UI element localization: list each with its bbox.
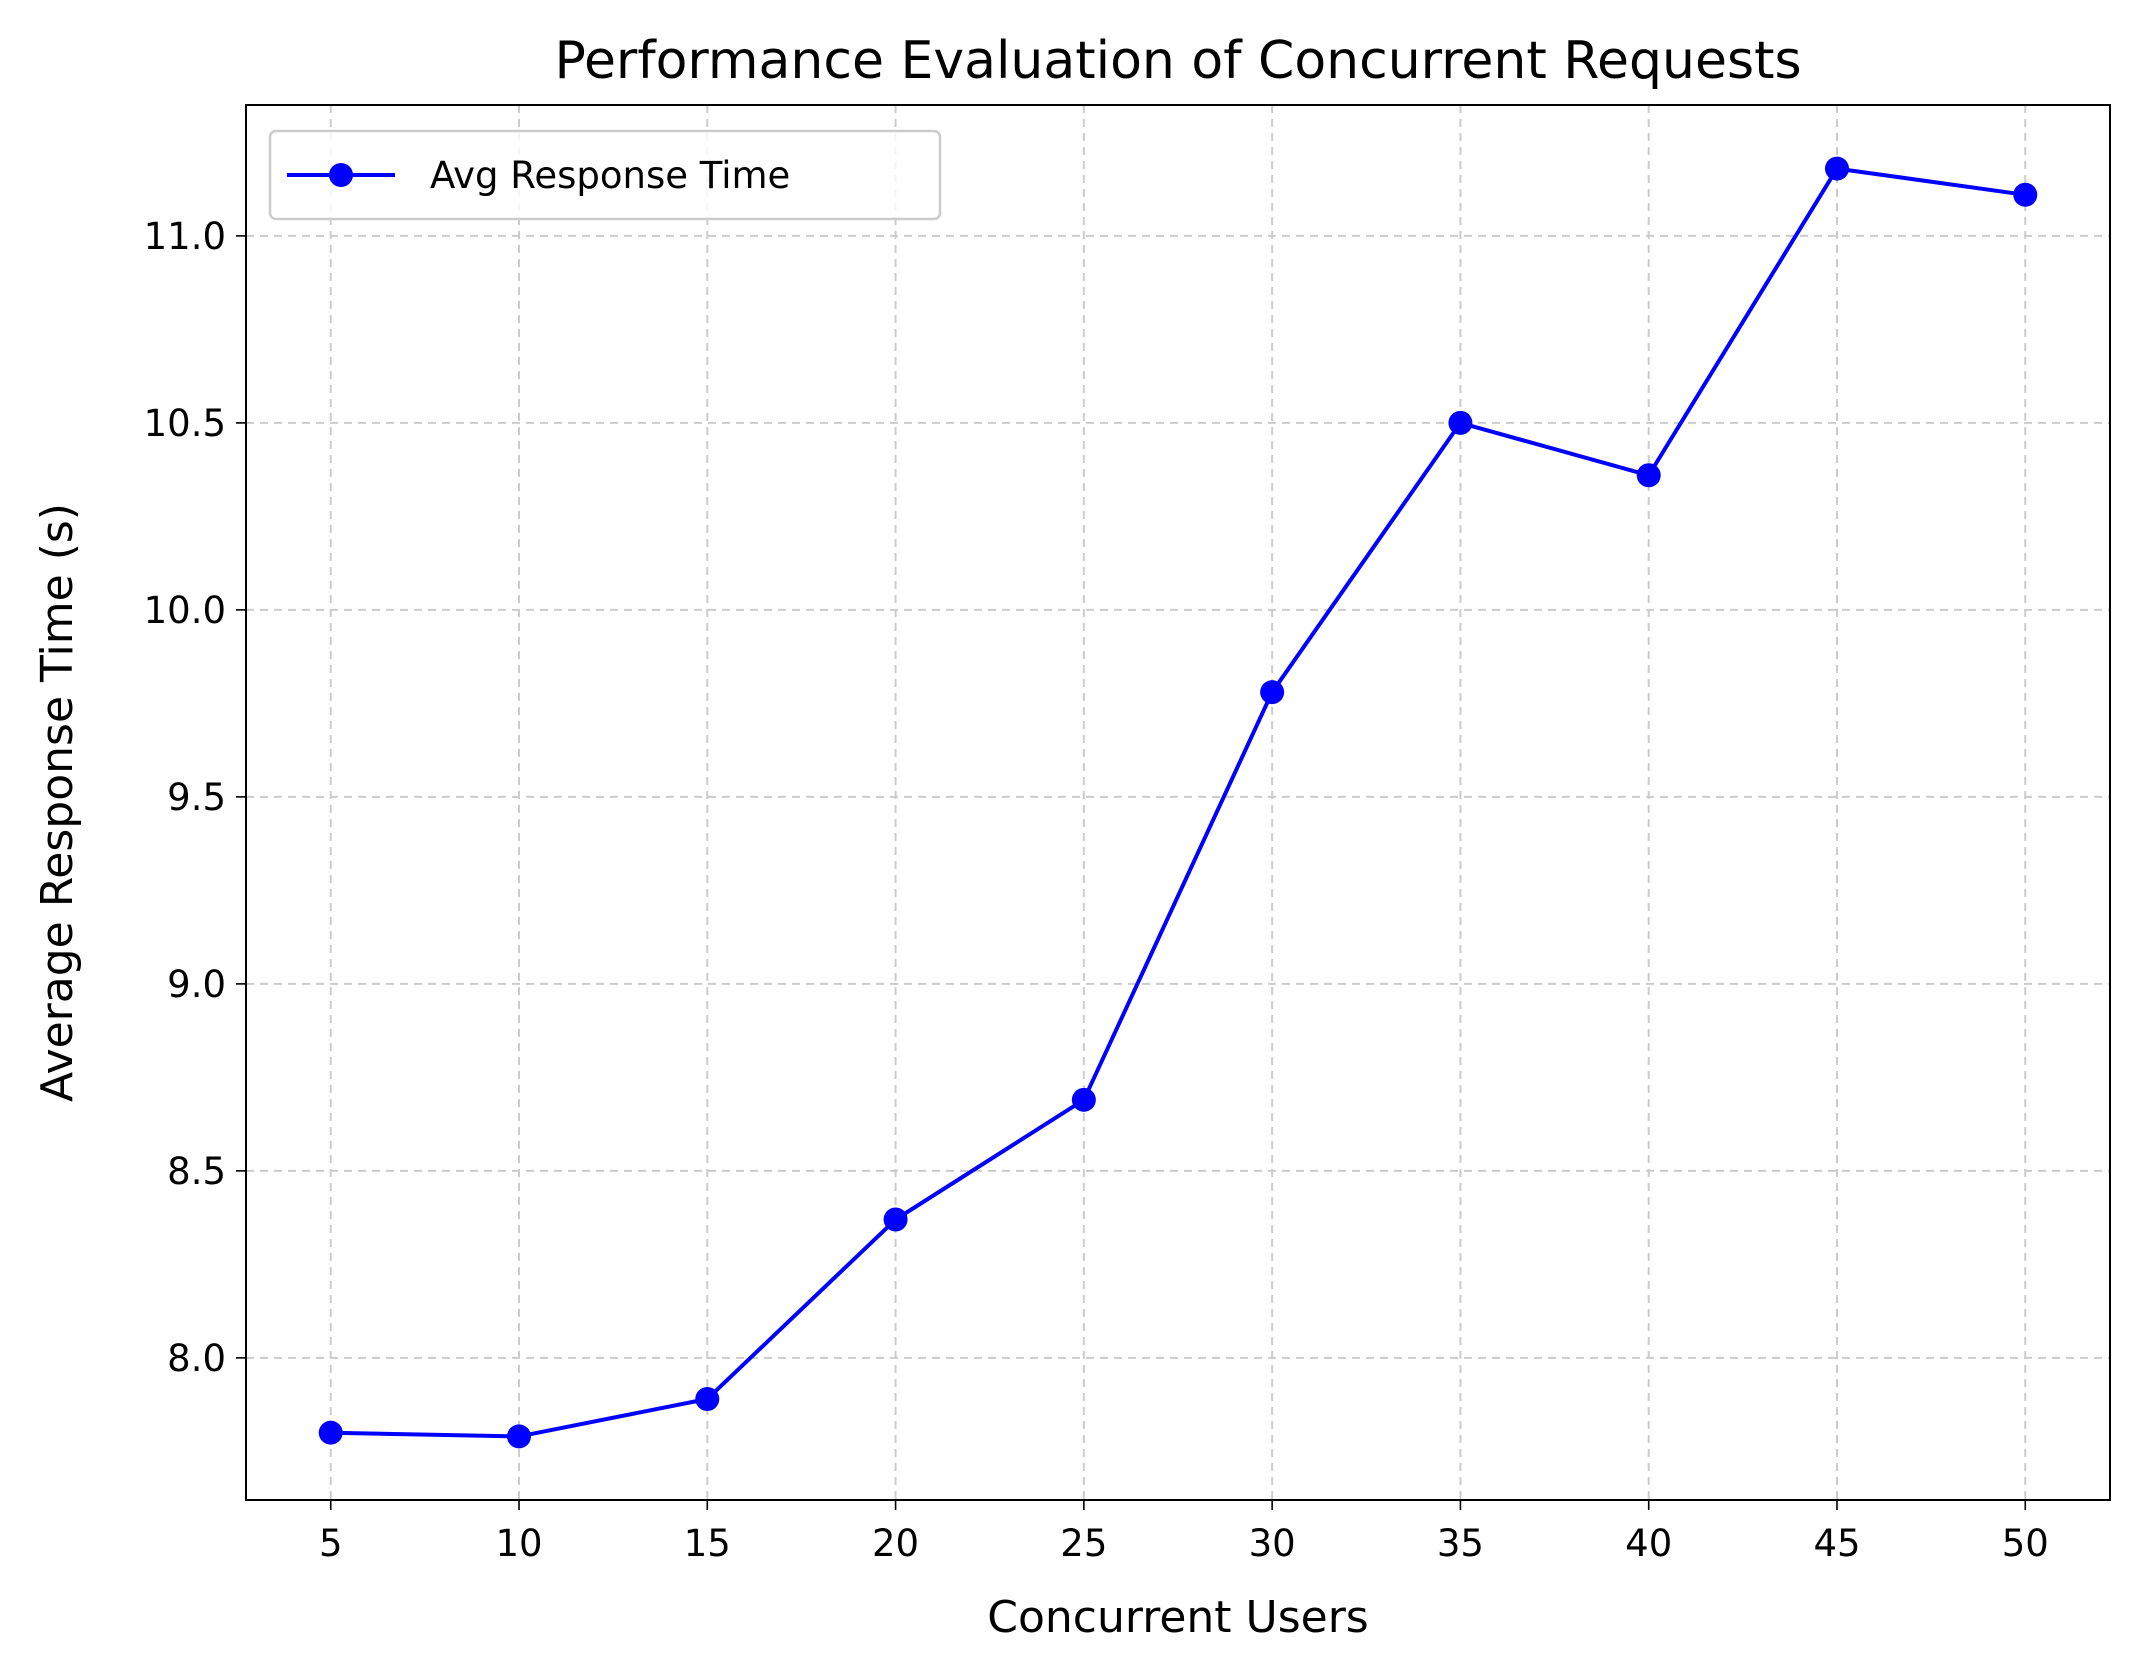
x-tick-label: 15: [684, 1522, 731, 1565]
legend-entry-label: Avg Response Time: [430, 154, 790, 197]
data-point: [2013, 182, 2038, 207]
x-tick-label: 5: [319, 1522, 343, 1565]
chart-title: Performance Evaluation of Concurrent Req…: [554, 31, 1801, 91]
data-point: [1636, 463, 1661, 488]
data-point: [695, 1387, 720, 1412]
data-point: [318, 1420, 343, 1445]
legend-box: [268, 129, 942, 221]
y-tick-label: 8.0: [167, 1337, 226, 1380]
data-point: [507, 1424, 532, 1449]
y-tick-label: 10.0: [144, 589, 226, 632]
x-tick-label: 30: [1249, 1522, 1296, 1565]
x-tick-label: 50: [2002, 1522, 2049, 1565]
data-point: [1260, 680, 1285, 705]
y-axis-label: Average Response Time (s): [32, 503, 83, 1102]
grid: [246, 105, 2110, 1500]
x-tick-label: 45: [1813, 1522, 1860, 1565]
plot-frame: [245, 104, 2111, 1501]
x-tick-label: 35: [1437, 1522, 1484, 1565]
legend-marker-swatch: [329, 163, 353, 187]
x-axis-label: Concurrent Users: [987, 1592, 1368, 1643]
data-point: [1448, 410, 1473, 435]
series-layer: [318, 156, 2038, 1449]
data-point: [883, 1207, 908, 1232]
data-point: [1071, 1087, 1096, 1112]
x-tick-label: 25: [1060, 1522, 1107, 1565]
y-tick-label: 11.0: [144, 215, 226, 258]
x-axis-ticks: 5 10 15 20 25 30 35 40 45 50: [319, 1500, 2049, 1565]
y-tick-label: 10.5: [144, 402, 226, 445]
data-point: [1824, 156, 1849, 181]
x-tick-label: 10: [495, 1522, 542, 1565]
y-tick-label: 8.5: [167, 1150, 226, 1193]
y-tick-label: 9.0: [167, 963, 226, 1006]
y-axis-ticks: 8.0 8.5 9.0 9.5 10.0 10.5 11.0: [144, 215, 246, 1380]
x-tick-label: 40: [1625, 1522, 1672, 1565]
y-tick-label: 9.5: [167, 776, 226, 819]
series-line: [330, 166, 2026, 1439]
legend: Avg Response Time: [268, 129, 942, 221]
x-tick-label: 20: [872, 1522, 919, 1565]
